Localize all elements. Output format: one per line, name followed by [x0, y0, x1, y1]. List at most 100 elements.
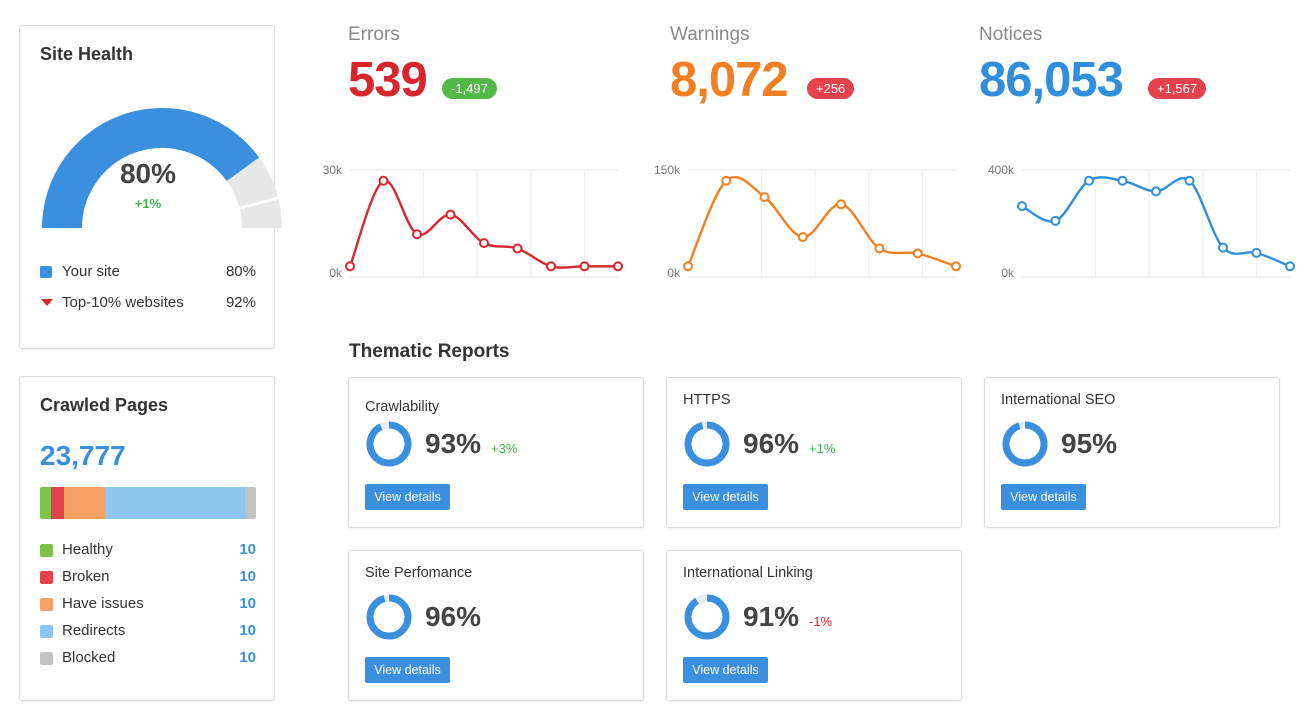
data-point[interactable] — [378, 175, 389, 186]
report-donut — [1002, 421, 1048, 467]
y-axis-min-label: 0k — [667, 266, 681, 280]
data-point[interactable] — [546, 261, 556, 272]
legend-value: 80% — [225, 263, 256, 280]
bar-segment-redirects — [104, 487, 246, 519]
data-point[interactable] — [836, 199, 847, 210]
metric-name: Warnings — [670, 24, 750, 45]
site-health-title: Site Health — [40, 44, 134, 64]
report-donut — [684, 421, 730, 467]
legend-top-websites: Top-10% websites 92% — [40, 293, 256, 313]
y-axis-max-label: 150k — [654, 163, 681, 177]
metric-warnings: Warnings 8,072 +256 — [670, 22, 990, 106]
crawled-item-broken[interactable]: Broken 10 — [40, 567, 256, 587]
report-delta: -1% — [809, 614, 833, 629]
report-donut — [366, 594, 412, 640]
view-details-button[interactable]: View details — [365, 657, 450, 683]
crawled-item-label: Broken — [62, 568, 110, 585]
data-point[interactable] — [912, 248, 923, 259]
warnings-trend-chart: 150k 0k — [654, 163, 961, 280]
data-point[interactable] — [579, 261, 590, 272]
have-issues-swatch-icon — [40, 598, 53, 611]
view-details-button[interactable]: View details — [683, 484, 768, 510]
metric-value[interactable]: 86,053 — [979, 53, 1124, 107]
data-point[interactable] — [1251, 247, 1262, 258]
data-point[interactable] — [1017, 201, 1027, 212]
crawled-item-healthy[interactable]: Healthy 10 — [40, 540, 256, 560]
crawled-pages-title: Crawled Pages — [40, 395, 169, 415]
triangle-down-icon — [41, 299, 53, 306]
report-card-site-performance: Site Perfomance 96% View details — [348, 550, 644, 701]
crawled-item-value[interactable]: 10 — [239, 568, 256, 585]
data-point[interactable] — [683, 261, 693, 272]
legend-label: Top-10% websites — [62, 294, 184, 311]
notices-trend-chart: 400k 0k — [988, 163, 1295, 280]
your-site-swatch-icon — [40, 266, 52, 278]
legend-your-site: Your site 80% — [40, 262, 256, 282]
legend-value: 92% — [225, 294, 256, 311]
data-point[interactable] — [721, 175, 732, 186]
data-point[interactable] — [445, 209, 456, 220]
site-health-delta: +1% — [134, 196, 162, 211]
data-point[interactable] — [1151, 186, 1161, 197]
view-details-button[interactable]: View details — [1001, 484, 1086, 510]
metric-delta-badge: -1,497 — [442, 78, 497, 99]
crawled-item-label: Blocked — [62, 649, 116, 666]
data-point[interactable] — [613, 261, 623, 272]
view-details-button[interactable]: View details — [365, 484, 450, 510]
data-point[interactable] — [797, 232, 808, 243]
metric-delta-badge: +256 — [807, 78, 855, 99]
data-point[interactable] — [874, 243, 885, 254]
donut-fill — [684, 594, 730, 640]
blocked-swatch-icon — [40, 652, 53, 665]
report-name: Crawlability — [365, 399, 440, 415]
data-point[interactable] — [412, 229, 422, 240]
report-percent: 96% — [425, 601, 482, 632]
crawled-item-value[interactable]: 10 — [239, 541, 256, 558]
crawled-item-label: Redirects — [62, 622, 126, 639]
crawled-item-value[interactable]: 10 — [239, 595, 256, 612]
report-donut — [366, 421, 412, 467]
donut-fill — [366, 594, 412, 640]
report-delta: +1% — [809, 441, 836, 456]
site-health-card: Site Health 80% +1% Your site 80% Top-10… — [19, 25, 282, 349]
metric-delta-badge: +1,567 — [1148, 78, 1207, 99]
crawled-item-have-issues[interactable]: Have issues 10 — [40, 594, 256, 614]
redirects-swatch-icon — [40, 625, 53, 638]
crawled-item-blocked[interactable]: Blocked 10 — [40, 648, 256, 668]
metric-value[interactable]: 8,072 — [670, 53, 789, 107]
y-axis-min-label: 0k — [329, 266, 343, 280]
crawled-item-value[interactable]: 10 — [239, 622, 256, 639]
data-point[interactable] — [512, 243, 523, 254]
data-point[interactable] — [1050, 215, 1061, 226]
view-details-button[interactable]: View details — [683, 657, 768, 683]
metric-notices: Notices 86,053 +1,567 — [979, 22, 1299, 106]
report-name: International Linking — [683, 565, 813, 581]
y-axis-min-label: 0k — [1001, 266, 1015, 280]
data-point[interactable] — [951, 261, 961, 272]
crawled-item-value[interactable]: 10 — [239, 649, 256, 666]
thematic-reports-title: Thematic Reports — [349, 341, 510, 362]
report-card-https: HTTPS 96% +1% View details — [666, 377, 962, 528]
donut-fill — [1002, 421, 1048, 467]
site-health-percent: 80% — [119, 158, 177, 189]
data-point[interactable] — [1285, 261, 1295, 272]
broken-swatch-icon — [40, 571, 53, 584]
crawled-item-label: Have issues — [62, 595, 144, 612]
donut-fill — [366, 421, 412, 467]
data-point[interactable] — [479, 238, 489, 249]
metric-value[interactable]: 539 — [348, 53, 428, 107]
data-point[interactable] — [1084, 175, 1094, 186]
report-card-international-linking: International Linking 91% -1% View detai… — [666, 550, 962, 701]
data-point[interactable] — [1117, 175, 1128, 186]
gauge-tick — [237, 195, 282, 211]
report-card-crawlability: Crawlability 93% +3% View details — [348, 377, 644, 528]
crawled-item-redirects[interactable]: Redirects 10 — [40, 621, 256, 641]
data-point[interactable] — [345, 261, 355, 272]
bar-segment-broken — [50, 487, 64, 519]
data-point[interactable] — [759, 192, 770, 203]
report-name: HTTPS — [683, 392, 731, 408]
bar-segment-blocked — [245, 487, 256, 519]
data-point[interactable] — [1218, 242, 1228, 253]
y-axis-max-label: 400k — [988, 163, 1015, 177]
data-point[interactable] — [1184, 175, 1195, 186]
